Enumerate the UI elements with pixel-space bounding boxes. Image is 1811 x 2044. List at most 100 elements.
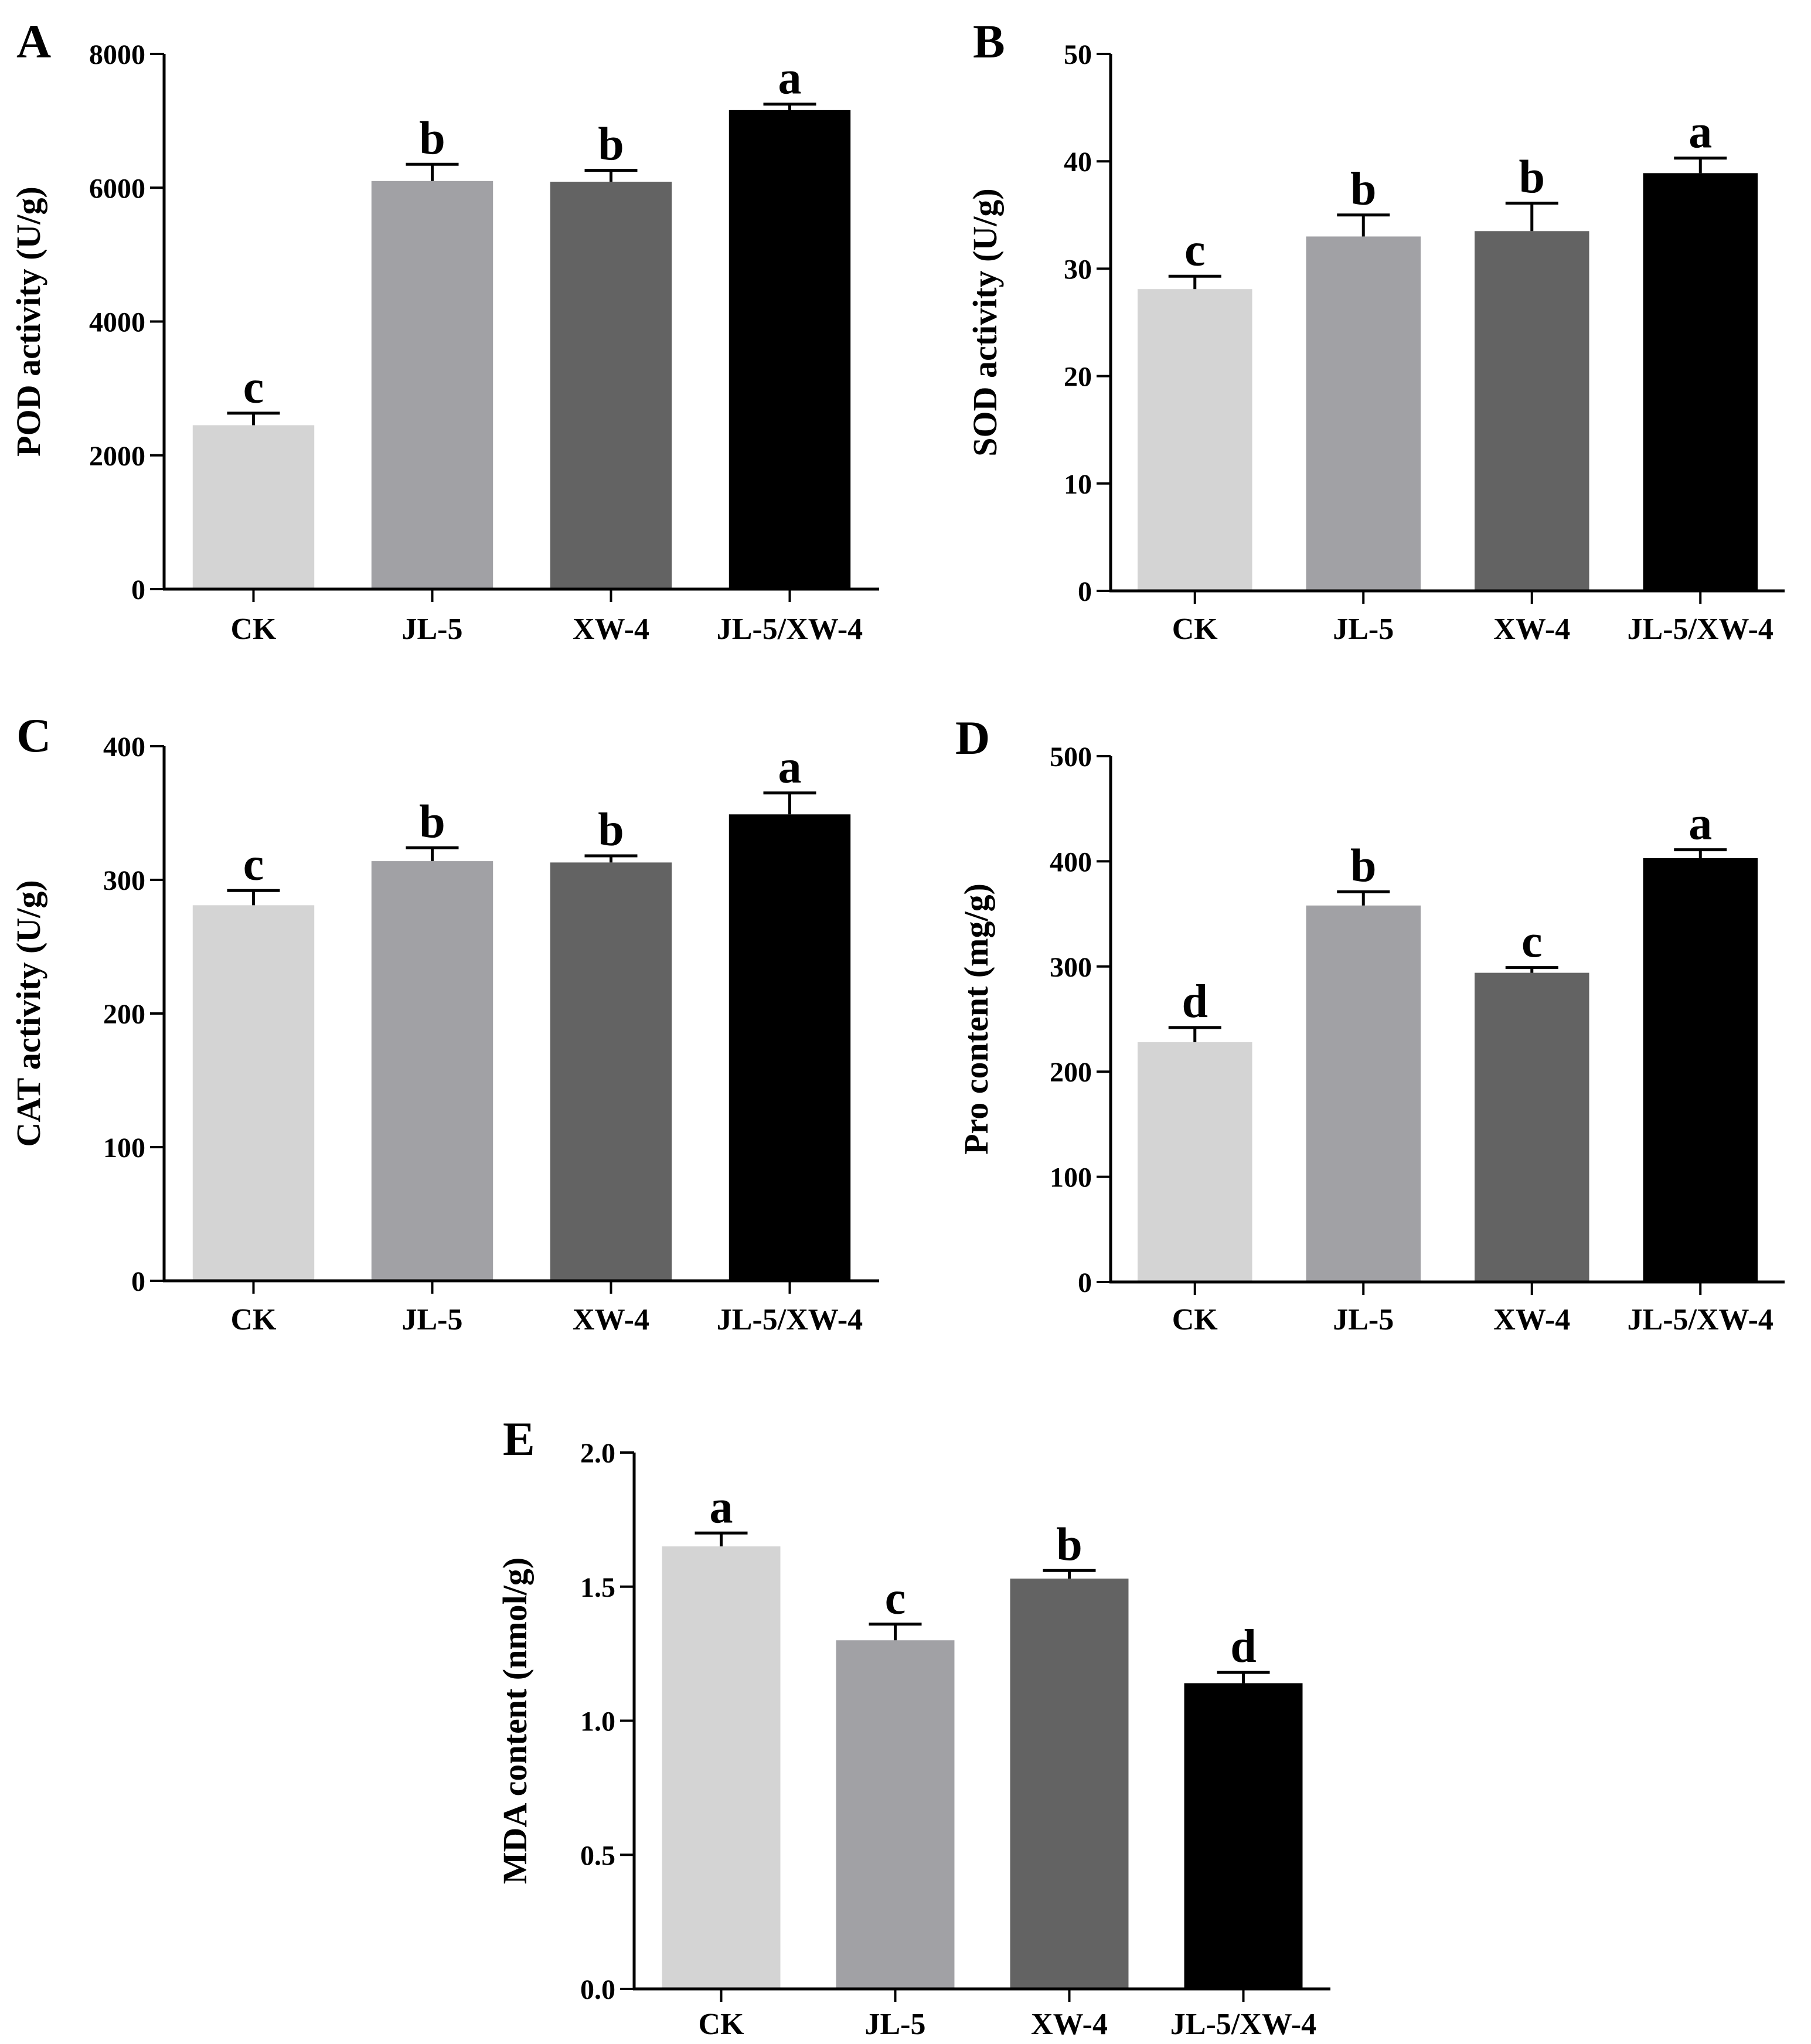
significance-letter: c — [243, 839, 264, 890]
y-tick-label: 400 — [1050, 846, 1092, 878]
significance-letter: b — [1056, 1519, 1082, 1570]
significance-letter: d — [1182, 976, 1209, 1028]
x-tick-label: JL-5/XW-4 — [717, 613, 863, 646]
significance-letter: b — [1519, 152, 1546, 203]
x-tick-label: JL-5 — [1333, 613, 1394, 646]
y-tick-label: 10 — [1064, 469, 1092, 500]
x-tick-label: XW-4 — [1493, 613, 1570, 646]
bar-xw-4 — [1475, 972, 1589, 1282]
bar-jl-5 — [836, 1640, 955, 1989]
x-tick-label: XW-4 — [1493, 1303, 1570, 1336]
y-axis-title: POD activity (U/g) — [9, 186, 47, 457]
panel-label: D — [955, 711, 990, 764]
chart-panel-b: B SOD activity (U/g) c CK b JL-5 b XW-4 a JL-5/XW… — [966, 15, 1785, 646]
bar-xw-4 — [1475, 231, 1589, 591]
y-tick-label: 0.5 — [580, 1840, 615, 1871]
significance-letter: b — [598, 119, 624, 171]
significance-letter: b — [598, 804, 624, 856]
x-tick-label: JL-5/XW-4 — [1628, 1303, 1773, 1336]
y-tick-label: 0.0 — [580, 1974, 615, 2005]
bar-ck — [1138, 289, 1252, 591]
bar-jl-5-xw-4 — [1643, 858, 1758, 1282]
significance-letter: c — [1521, 916, 1543, 968]
x-tick-label: JL-5/XW-4 — [1170, 2008, 1316, 2041]
chart-panel-c: C CAT activity (U/g) c CK b JL-5 b XW-4 a JL-5/XW… — [9, 709, 879, 1336]
bar-jl-5 — [371, 181, 493, 589]
significance-letter: b — [1350, 164, 1377, 215]
significance-letter: a — [778, 53, 802, 104]
chart-panel-d: D Pro content (mg/g) d CK b JL-5 c XW-4 a JL-5/XW… — [955, 711, 1785, 1336]
significance-letter: a — [1689, 107, 1712, 158]
y-tick-label: 300 — [1050, 952, 1092, 983]
significance-letter: c — [1184, 225, 1206, 276]
bar-jl-5 — [371, 861, 493, 1281]
x-tick-label: JL-5 — [1333, 1303, 1394, 1336]
significance-letter: c — [243, 362, 264, 413]
bar-ck — [192, 425, 315, 589]
y-tick-label: 200 — [103, 999, 145, 1030]
bar-jl-5-xw-4 — [729, 814, 851, 1281]
x-tick-label: CK — [1172, 613, 1218, 646]
y-tick-label: 20 — [1064, 362, 1092, 393]
panel-label: E — [503, 1412, 535, 1465]
bar-ck — [1138, 1042, 1252, 1282]
x-tick-label: CK — [1172, 1303, 1218, 1336]
x-tick-label: JL-5 — [402, 613, 463, 646]
chart-panel-e: E MDA content (nmol/g) a CK c JL-5 b XW-4 d JL-5/… — [496, 1412, 1330, 2041]
y-tick-label: 0 — [131, 574, 145, 606]
x-tick-label: JL-5/XW-4 — [1628, 613, 1773, 646]
y-tick-label: 4000 — [89, 307, 145, 338]
y-tick-label: 200 — [1050, 1057, 1092, 1088]
chart-panel-a: A POD activity (U/g) c CK b JL-5 b XW-4 a JL-5/XW… — [9, 15, 879, 646]
y-tick-label: 0 — [1078, 1267, 1092, 1298]
bar-jl-5 — [1306, 236, 1421, 591]
y-tick-label: 1.5 — [580, 1572, 615, 1603]
bar-jl-5-xw-4 — [1184, 1683, 1303, 1989]
y-tick-label: 40 — [1064, 147, 1092, 178]
x-tick-label: XW-4 — [1031, 2008, 1108, 2041]
y-tick-label: 0 — [131, 1266, 145, 1297]
x-tick-label: CK — [231, 613, 277, 646]
y-tick-label: 400 — [103, 732, 145, 763]
panel-label: C — [16, 709, 51, 762]
y-tick-label: 50 — [1064, 39, 1092, 70]
bar-ck — [662, 1546, 781, 1989]
significance-letter: a — [778, 742, 802, 793]
significance-letter: a — [1689, 798, 1712, 850]
significance-letter: b — [419, 113, 445, 164]
bar-jl-5-xw-4 — [729, 110, 851, 590]
y-axis-title: CAT activity (U/g) — [9, 880, 47, 1147]
x-tick-label: CK — [231, 1303, 277, 1336]
x-tick-label: CK — [699, 2008, 745, 2041]
bar-xw-4 — [1010, 1579, 1129, 1989]
bar-xw-4 — [550, 862, 672, 1281]
y-axis-title: Pro content (mg/g) — [957, 883, 995, 1155]
bar-xw-4 — [550, 181, 672, 589]
y-axis-title: SOD activity (U/g) — [966, 188, 1004, 457]
bar-jl-5 — [1306, 905, 1421, 1282]
y-tick-label: 300 — [103, 865, 145, 896]
y-tick-label: 6000 — [89, 173, 145, 204]
x-tick-label: XW-4 — [573, 613, 649, 646]
significance-letter: b — [1350, 840, 1377, 892]
x-tick-label: JL-5 — [402, 1303, 463, 1336]
y-tick-label: 2.0 — [580, 1438, 615, 1469]
y-tick-label: 100 — [1050, 1162, 1092, 1193]
x-tick-label: JL-5/XW-4 — [717, 1303, 863, 1336]
panel-label: B — [973, 15, 1005, 68]
x-tick-label: XW-4 — [573, 1303, 649, 1336]
y-axis-title: MDA content (nmol/g) — [496, 1557, 534, 1884]
y-tick-label: 1.0 — [580, 1706, 615, 1737]
bar-ck — [192, 905, 315, 1281]
bar-jl-5-xw-4 — [1643, 173, 1758, 591]
significance-letter: d — [1230, 1621, 1257, 1672]
y-tick-label: 2000 — [89, 441, 145, 472]
x-tick-label: JL-5 — [865, 2008, 926, 2041]
panel-label: A — [16, 15, 51, 68]
y-tick-label: 100 — [103, 1132, 145, 1164]
significance-letter: c — [885, 1573, 906, 1624]
significance-letter: a — [710, 1481, 733, 1533]
significance-letter: b — [419, 796, 445, 848]
y-tick-label: 500 — [1050, 742, 1092, 773]
